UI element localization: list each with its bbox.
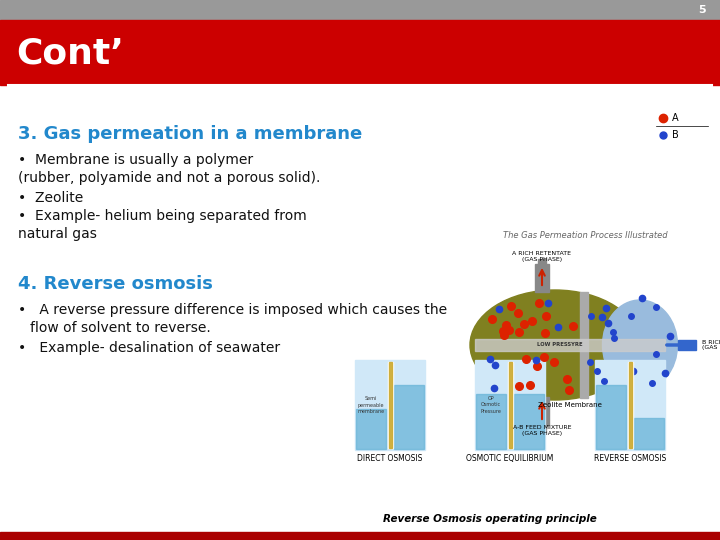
Bar [0, 20, 720, 85]
Bar [475, 339, 665, 351]
Text: 4. Reverse osmosis: 4. Reverse osmosis [18, 275, 213, 293]
Text: A-B FEED MIXTURE
(GAS PHASE): A-B FEED MIXTURE (GAS PHASE) [513, 425, 571, 436]
Bar [629, 362, 632, 448]
Bar [580, 292, 588, 398]
Ellipse shape [603, 300, 678, 390]
Bar [535, 397, 549, 425]
Text: DIRECT OSMOSIS: DIRECT OSMOSIS [357, 454, 423, 463]
Bar [595, 360, 665, 450]
Text: (rubber, polyamide and not a porous solid).: (rubber, polyamide and not a porous soli… [18, 171, 320, 185]
Text: Reverse Osmosis operating principle: Reverse Osmosis operating principle [383, 514, 597, 524]
Bar [628, 362, 633, 448]
Text: 5: 5 [698, 5, 706, 15]
Ellipse shape [470, 290, 640, 400]
Text: REVERSE OSMOSIS: REVERSE OSMOSIS [594, 454, 666, 463]
Text: 3. Gas permeation in a membrane: 3. Gas permeation in a membrane [18, 125, 362, 143]
Text: •  Example- helium being separated from: • Example- helium being separated from [18, 209, 307, 223]
Text: A: A [672, 113, 679, 123]
Bar [356, 409, 386, 449]
Text: •  Zeolite: • Zeolite [18, 191, 84, 205]
Bar [355, 360, 425, 450]
Bar [388, 362, 393, 448]
Bar [8, 85, 712, 532]
Text: LOW PRESSΥRE: LOW PRESSΥRE [537, 342, 582, 348]
Text: Zeolite Membrane: Zeolite Membrane [538, 402, 602, 408]
Bar [655, 110, 710, 155]
Text: B: B [672, 130, 679, 140]
Text: flow of solvent to reverse.: flow of solvent to reverse. [30, 321, 211, 335]
Bar [394, 385, 424, 449]
Text: •   Example- desalination of seawater: • Example- desalination of seawater [18, 341, 280, 355]
Bar [634, 418, 664, 449]
Bar [508, 362, 513, 448]
Text: Semi
permeable
membrane: Semi permeable membrane [357, 396, 384, 414]
Bar [0, 0, 720, 20]
Text: natural gas: natural gas [18, 227, 97, 241]
Text: •   A reverse pressure difference is imposed which causes the: • A reverse pressure difference is impos… [18, 303, 447, 317]
Bar [476, 394, 506, 449]
Bar [538, 422, 546, 430]
Bar [509, 362, 512, 448]
Text: Cont’: Cont’ [16, 36, 124, 70]
Bar [535, 264, 549, 292]
Bar [0, 532, 720, 540]
Bar [596, 385, 626, 449]
Text: OP
Osmotic
Pressure: OP Osmotic Pressure [480, 396, 501, 414]
Text: OSMOTIC EQUILIBRIUM: OSMOTIC EQUILIBRIUM [467, 454, 554, 463]
Text: B RICH PERMEATE
(GAS PHASE): B RICH PERMEATE (GAS PHASE) [702, 340, 720, 350]
Bar [538, 259, 546, 267]
Text: •  Membrane is usually a polymer: • Membrane is usually a polymer [18, 153, 253, 167]
Bar [389, 362, 392, 448]
Bar [475, 360, 545, 450]
Text: A RICH RETENTATE
(GAS PHASE): A RICH RETENTATE (GAS PHASE) [513, 251, 572, 262]
Bar [678, 340, 696, 350]
Text: The Gas Permeation Process Illustrated: The Gas Permeation Process Illustrated [503, 231, 667, 240]
Bar [514, 394, 544, 449]
